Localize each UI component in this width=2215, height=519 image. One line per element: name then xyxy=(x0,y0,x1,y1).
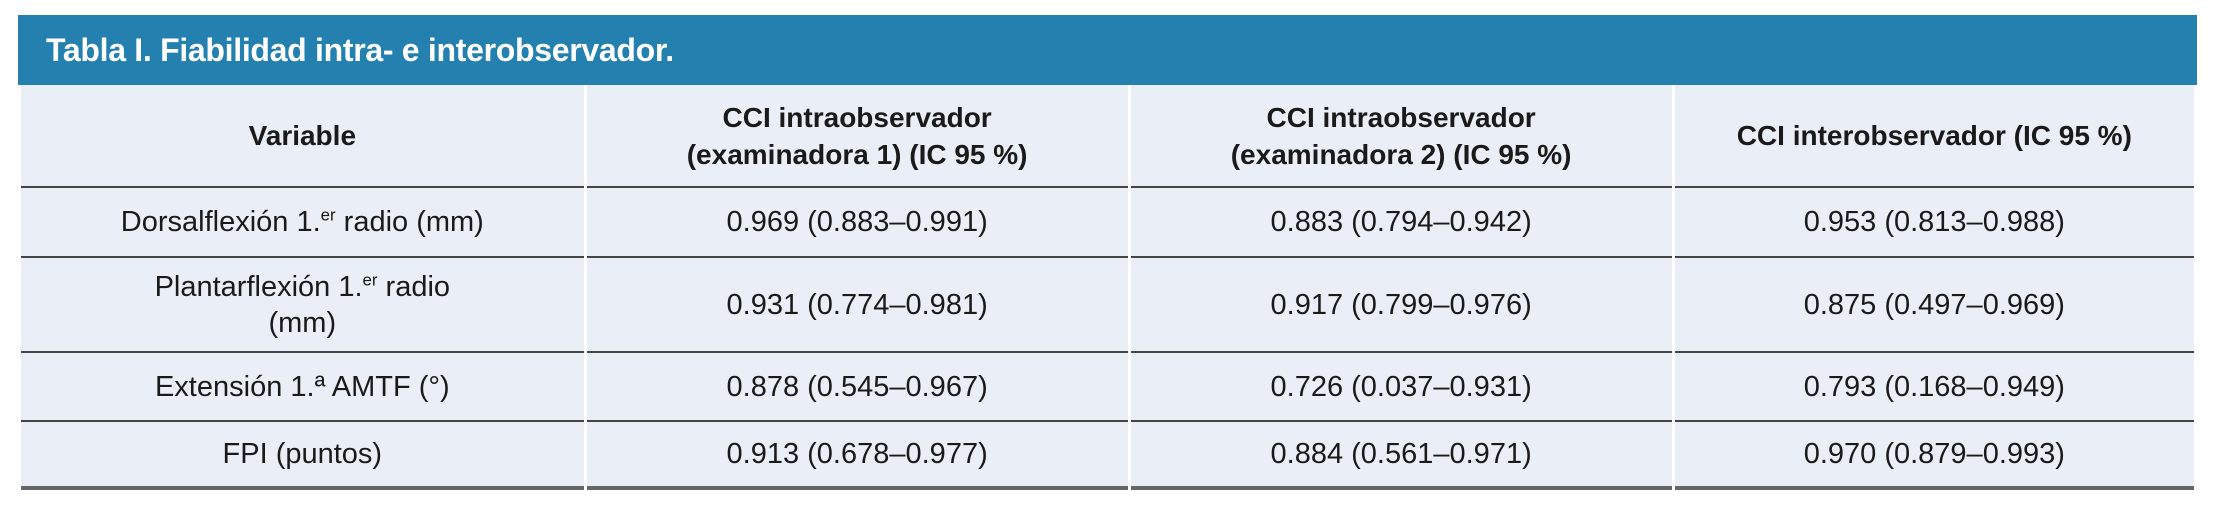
table-title: Tabla I. Fiabilidad intra- e interobserv… xyxy=(46,31,674,68)
table-row-fpi: FPI (puntos) 0.913 (0.678–0.977) 0.884 (… xyxy=(21,422,2194,490)
page: Tabla I. Fiabilidad intra- e interobserv… xyxy=(18,15,2197,490)
value-cell: 0.726 (0.037–0.931) xyxy=(1130,353,1672,422)
table-row-dorsalflexion: Dorsalflexión 1.er radio (mm) 0.969 (0.8… xyxy=(21,188,2194,258)
column-header-label-line2: (examinadora 1) (IC 95 %) xyxy=(686,138,1028,170)
value-cell: 0.793 (0.168–0.949) xyxy=(1674,353,2194,422)
reliability-table: Variable CCI intraobservador (examinador… xyxy=(18,85,2197,490)
value-cell: 0.913 (0.678–0.977) xyxy=(586,422,1128,490)
value-cell: 0.878 (0.545–0.967) xyxy=(586,353,1128,422)
value-cell: 0.953 (0.813–0.988) xyxy=(1674,188,2194,258)
variable-label-line2: (mm) xyxy=(268,306,337,339)
table-header-row: Variable CCI intraobservador (examinador… xyxy=(21,85,2194,188)
value-cell: 0.917 (0.799–0.976) xyxy=(1130,258,1672,353)
column-header-cci-inter: CCI interobservador (IC 95 %) xyxy=(1674,85,2194,188)
table-row-plantarflexion: Plantarflexión 1.er radio (mm) 0.931 (0.7… xyxy=(21,258,2194,353)
table-title-bar: Tabla I. Fiabilidad intra- e interobserv… xyxy=(18,15,2197,85)
variable-cell: FPI (puntos) xyxy=(21,422,584,490)
table-row-extension: Extensión 1.ª AMTF (°) 0.878 (0.545–0.96… xyxy=(21,353,2194,422)
ordinal-superscript: er xyxy=(320,205,336,225)
column-header-label: Variable xyxy=(248,120,357,151)
column-header-cci-intra-1: CCI intraobservador (examinadora 1) (IC … xyxy=(586,85,1128,188)
variable-cell: Dorsalflexión 1.er radio (mm) xyxy=(21,188,584,258)
column-header-label: CCI intraobservador xyxy=(1266,101,1536,133)
value-cell: 0.875 (0.497–0.969) xyxy=(1674,258,2194,353)
column-header-variable: Variable xyxy=(21,85,584,188)
value-cell: 0.970 (0.879–0.993) xyxy=(1674,422,2194,490)
column-header-label: CCI intraobservador xyxy=(722,101,992,133)
variable-label: Plantarflexión 1.er radio (mm) xyxy=(31,271,574,341)
ordinal-superscript: er xyxy=(362,269,378,289)
column-header-label-line2: (examinadora 2) (IC 95 %) xyxy=(1230,138,1572,170)
value-cell: 0.883 (0.794–0.942) xyxy=(1130,188,1672,258)
variable-label: Dorsalflexión 1.er radio (mm) xyxy=(120,205,484,238)
value-cell: 0.931 (0.774–0.981) xyxy=(586,258,1128,353)
variable-cell: Extensión 1.ª AMTF (°) xyxy=(21,353,584,422)
value-cell: 0.969 (0.883–0.991) xyxy=(586,188,1128,258)
variable-label: Extensión 1.ª AMTF (°) xyxy=(154,370,450,403)
column-header-cci-intra-2: CCI intraobservador (examinadora 2) (IC … xyxy=(1130,85,1672,188)
value-cell: 0.884 (0.561–0.971) xyxy=(1130,422,1672,490)
variable-cell: Plantarflexión 1.er radio (mm) xyxy=(21,258,584,353)
variable-label: FPI (puntos) xyxy=(222,438,383,470)
column-header-label: CCI interobservador (IC 95 %) xyxy=(1736,120,2132,151)
